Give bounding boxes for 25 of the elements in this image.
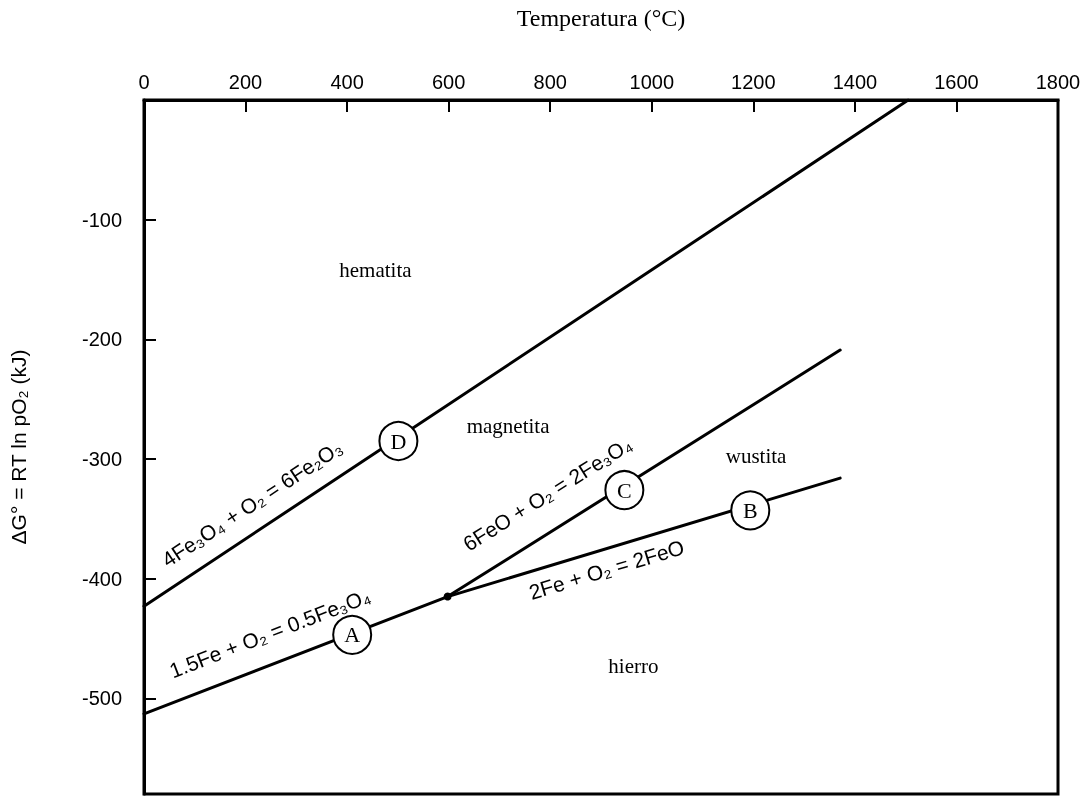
data-label: D	[390, 428, 407, 454]
x-tick-label: 600	[431, 71, 466, 93]
x-tick-label: 1800	[1035, 71, 1081, 93]
y-axis-title: ΔG° = RT ln pO₂ (kJ)	[7, 349, 30, 545]
x-tick-label: 400	[330, 71, 364, 93]
data-label: C	[617, 477, 632, 503]
x-tick-label: 1400	[832, 71, 878, 93]
x-tick-label: 200	[228, 71, 263, 93]
annotation: hematita	[339, 258, 413, 283]
y-tick-label: -400	[81, 567, 122, 590]
text: 2Fe + O₂ = 2FeO	[526, 535, 687, 604]
data-label: B	[742, 497, 758, 523]
y-tick-label: -300	[81, 447, 122, 470]
annotation: magnetita	[466, 414, 551, 439]
x-tick-label: 1600	[934, 71, 979, 93]
x-tick-label: 0	[138, 71, 150, 93]
x-tick-label: 1200	[731, 71, 776, 93]
y-tick-label: -100	[81, 208, 122, 231]
annotation: hierro	[608, 654, 659, 679]
y-tick-label: -200	[81, 328, 122, 351]
y-tick-label: -500	[81, 687, 122, 710]
annotation: wustita	[725, 444, 788, 469]
x-axis-title: Temperatura (°C)	[516, 5, 686, 31]
x-tick-label: 800	[533, 71, 567, 93]
x-tick-label: 1000	[629, 71, 675, 93]
